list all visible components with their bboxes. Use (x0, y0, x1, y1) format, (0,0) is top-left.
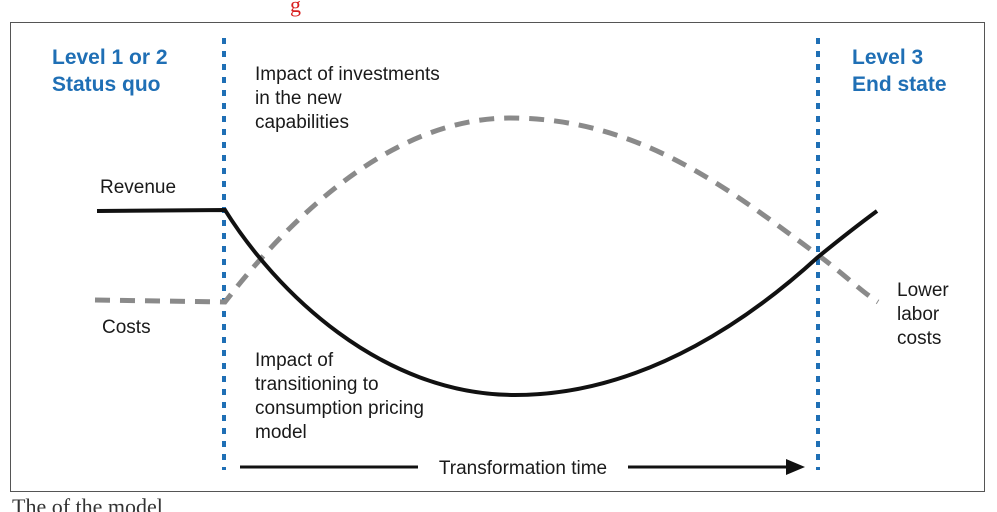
left-level-subtitle: Status quo (52, 73, 161, 96)
costs-curve (94, 115, 880, 305)
left-level-title: Level 1 or 2 (52, 46, 168, 69)
revenue-curve (96, 207, 879, 398)
timeline-arrow-head (786, 459, 805, 475)
figure-caption-top: g (290, 0, 301, 17)
revenue-label: Revenue (100, 177, 176, 198)
transitioning-annotation-line-3: consumption pricing (255, 398, 424, 419)
timeline-label: Transformation time (439, 458, 607, 479)
costs-label: Costs (102, 317, 151, 338)
transitioning-annotation-line-1: Impact of (255, 350, 334, 371)
transitioning-annotation-line-2: transitioning to (255, 374, 379, 395)
right-level-title: Level 3 (852, 46, 923, 69)
diagram-frame (10, 22, 985, 492)
investments-annotation-line-3: capabilities (255, 112, 349, 133)
investments-annotation-line-1: Impact of investments (255, 64, 440, 85)
lower-labor-annotation-line-1: Lower (897, 280, 949, 301)
transitioning-annotation-line-4: model (255, 422, 307, 443)
figure-caption-bottom: The of the model (12, 494, 163, 512)
lower-labor-annotation-line-2: labor (897, 304, 940, 325)
investments-annotation-line-2: in the new (255, 88, 342, 109)
right-level-subtitle: End state (852, 73, 947, 96)
lower-labor-annotation-line-3: costs (897, 328, 941, 349)
